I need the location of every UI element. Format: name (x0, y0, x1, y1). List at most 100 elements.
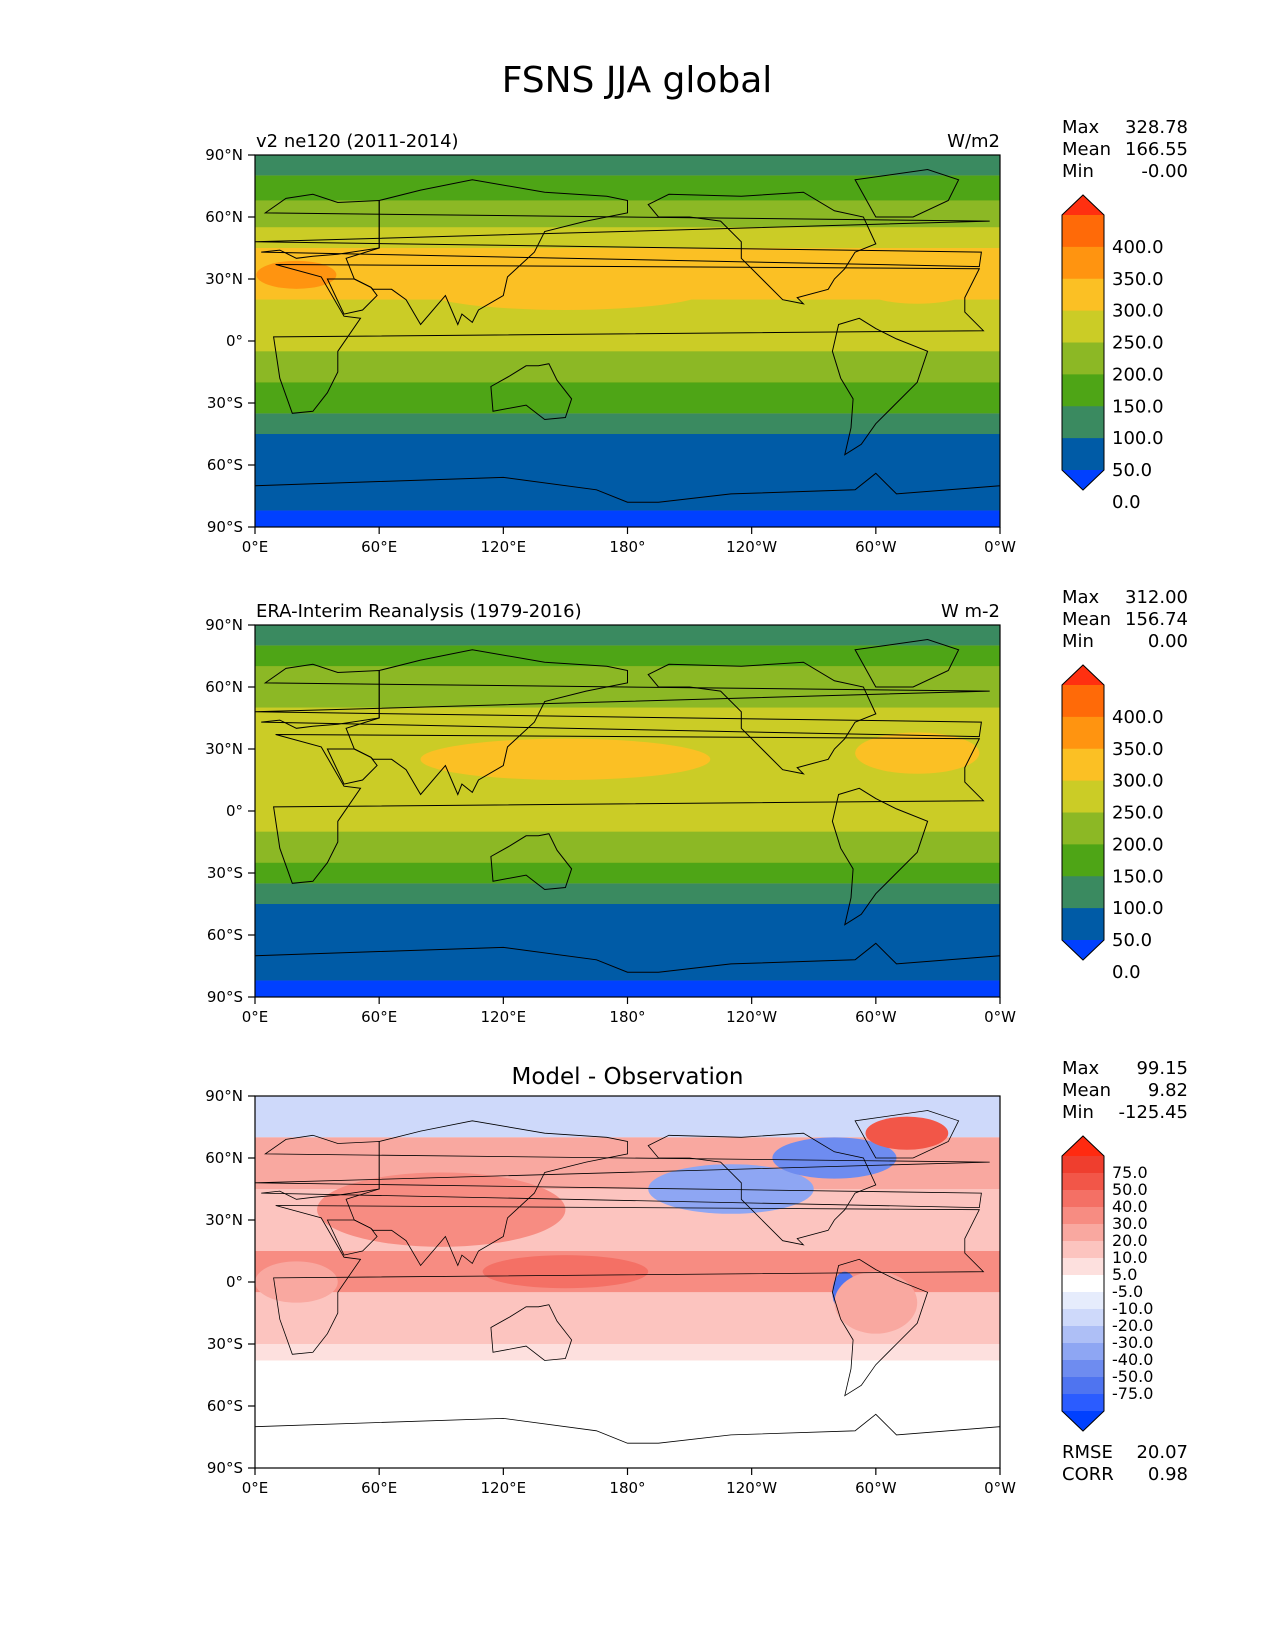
colorbar-segment (1062, 215, 1104, 248)
field-band (255, 382, 1000, 414)
lat-tick-label: 90°S (207, 988, 243, 1006)
colorbar-label: 100.0 (1112, 428, 1164, 449)
lat-tick-label: 60°S (207, 1397, 243, 1415)
stat-value: 166.55 (1125, 139, 1188, 160)
stat-value: 312.00 (1125, 587, 1188, 608)
stat-value: 156.74 (1125, 609, 1188, 630)
bias-region (772, 1137, 897, 1179)
lat-tick-label: 60°N (205, 678, 243, 696)
sahara-high (256, 260, 337, 289)
field-band (255, 625, 1000, 646)
stat-label: Max (1062, 117, 1100, 138)
panel-model: 90°N 60°N 30°N 0° 30°S 60°S 90°S 0°E 60°E 120°E 18… (205, 117, 1188, 556)
field-band (255, 413, 1000, 434)
field-band (255, 904, 1000, 981)
lon-tick-label: 0°W (984, 538, 1016, 556)
greenland-coastline (854, 638, 960, 688)
colorbar-label: 350.0 (1112, 269, 1164, 290)
field-band (255, 351, 1000, 383)
colorbar-label: 50.0 (1112, 1180, 1148, 1199)
lon-tick-label: 0°E (242, 538, 269, 556)
colorbar-label: 200.0 (1112, 364, 1164, 385)
lon-tick-label: 0°W (984, 1008, 1016, 1026)
colorbar-label: 300.0 (1112, 301, 1164, 322)
stat-label: Max (1062, 1058, 1100, 1079)
colorbar-label: 20.0 (1112, 1231, 1148, 1250)
colorbar-label: 400.0 (1112, 707, 1164, 728)
colorbar-segment (1062, 246, 1104, 280)
lat-tick-label: 30°S (207, 1335, 243, 1353)
lat-tick-label: 60°N (205, 208, 243, 226)
colorbar-label: 100.0 (1112, 898, 1164, 919)
africa-coastline (273, 1205, 985, 1355)
colorbar-label: 150.0 (1112, 866, 1164, 887)
arabia-coastline (326, 278, 378, 315)
colorbar-label: 250.0 (1112, 803, 1164, 824)
colorbar-outline (1061, 664, 1105, 961)
colorbar-segment (1062, 1258, 1104, 1276)
north-america-coastline (647, 661, 877, 775)
australia-coastline (490, 1304, 573, 1361)
bias-region (317, 1172, 566, 1247)
lat-tick-label: 90°N (205, 1087, 243, 1105)
colorbar-segment (1062, 1207, 1104, 1225)
stat-label: Min (1062, 1102, 1094, 1123)
field-band (255, 434, 1000, 511)
lon-tick-label: 180° (609, 1479, 645, 1497)
lat-tick-label: 30°N (205, 270, 243, 288)
colorbar-label: 50.0 (1112, 930, 1152, 951)
colorbar-label: 350.0 (1112, 739, 1164, 760)
lat-tick-label: 90°N (205, 616, 243, 634)
panel-units: W m-2 (941, 601, 1000, 622)
stat-label: Mean (1062, 139, 1111, 160)
colorbar-segment (1062, 1292, 1104, 1310)
colorbar-label: 0.0 (1112, 962, 1141, 983)
stat-value: 0.00 (1148, 631, 1188, 652)
colorbar-segment (1062, 342, 1104, 375)
bias-region (834, 1271, 918, 1334)
colorbar-label: 300.0 (1112, 771, 1164, 792)
colorbar-outline (1061, 1135, 1105, 1432)
colorbar-segment (1062, 1190, 1104, 1208)
figure-title: FSNS JJA global (502, 60, 773, 101)
colorbar-segment (1062, 716, 1104, 750)
lon-tick-label: 120°E (481, 538, 527, 556)
arabia-coastline (326, 748, 378, 785)
colorbar-extend-min (1062, 1411, 1104, 1431)
field-band (255, 1360, 1000, 1468)
panels: 90°N 60°N 30°N 0° 30°S 60°S 90°S 0°E 60°E 120°E 18… (205, 117, 1188, 1497)
colorbar-segment (1062, 374, 1104, 407)
arabia-coastline (326, 1219, 378, 1256)
stat-value: -0.00 (1141, 161, 1188, 182)
colorbar-segment (1062, 1156, 1104, 1174)
bias-region (865, 1116, 949, 1150)
lon-tick-label: 60°W (855, 1008, 897, 1026)
colorbar-label: 50.0 (1112, 460, 1152, 481)
colorbar-label: -75.0 (1112, 1384, 1153, 1403)
panel-left-title: ERA-Interim Reanalysis (1979-2016) (256, 601, 582, 622)
colorbar-segment (1062, 748, 1104, 782)
south-america-coastline (831, 1258, 929, 1397)
north-america-coastline (647, 191, 877, 305)
panel-left-title: v2 ne120 (2011-2014) (256, 131, 459, 152)
europe-coastline (255, 1134, 990, 1209)
colorbar-label: 200.0 (1112, 834, 1164, 855)
colorbar-label: -10.0 (1112, 1299, 1153, 1318)
colorbar-extend-min (1062, 470, 1104, 490)
colorbar-segment (1062, 278, 1104, 312)
antarctica-coastline (255, 942, 1000, 997)
colorbar-segment (1062, 310, 1104, 343)
map-field-diff (255, 1096, 1000, 1468)
field-band (255, 883, 1000, 904)
australia-coastline (490, 363, 573, 421)
colorbar-segment (1062, 1241, 1104, 1259)
north-america-coastline (647, 1132, 877, 1246)
subtropical-high (855, 262, 980, 304)
panel-diff: 90°N 60°N 30°N 0° 30°S 60°S 90°S 0°E 60°E 120°E 18… (205, 1058, 1188, 1497)
field-band (255, 299, 1000, 352)
lon-tick-label: 180° (609, 1008, 645, 1026)
stat-label: Min (1062, 161, 1094, 182)
colorbar-extend-min (1062, 940, 1104, 960)
lat-tick-label: 90°S (207, 1459, 243, 1477)
lat-tick-label: 0° (226, 1273, 243, 1291)
